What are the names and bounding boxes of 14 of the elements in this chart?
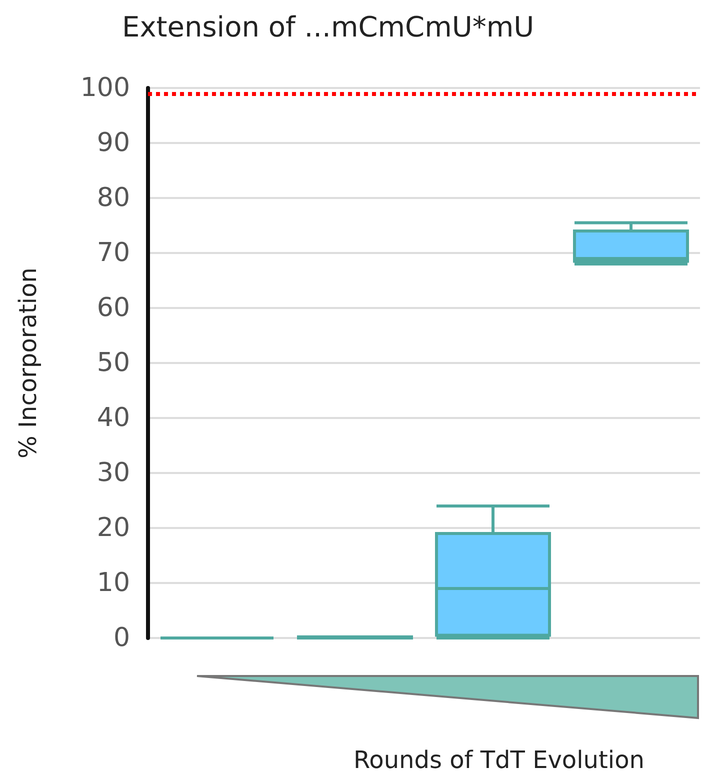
chart-title: Extension of ...mCmCmU*mU	[122, 10, 534, 44]
x-axis-title: Rounds of TdT Evolution	[354, 746, 644, 774]
y-tick-label: 80	[96, 183, 130, 213]
y-tick-label: 60	[96, 293, 130, 323]
y-tick-label: 70	[96, 238, 130, 268]
y-tick-label: 20	[96, 513, 130, 543]
y-tick-label: 0	[113, 623, 130, 653]
y-tick-label: 50	[96, 348, 130, 378]
y-tick-label: 30	[96, 458, 130, 488]
y-tick-label: 10	[96, 568, 130, 598]
y-tick-label: 90	[96, 128, 130, 158]
y-tick-label: 40	[96, 403, 130, 433]
y-axis-title: % Incorporation	[14, 268, 42, 458]
y-tick-label: 100	[80, 73, 130, 103]
